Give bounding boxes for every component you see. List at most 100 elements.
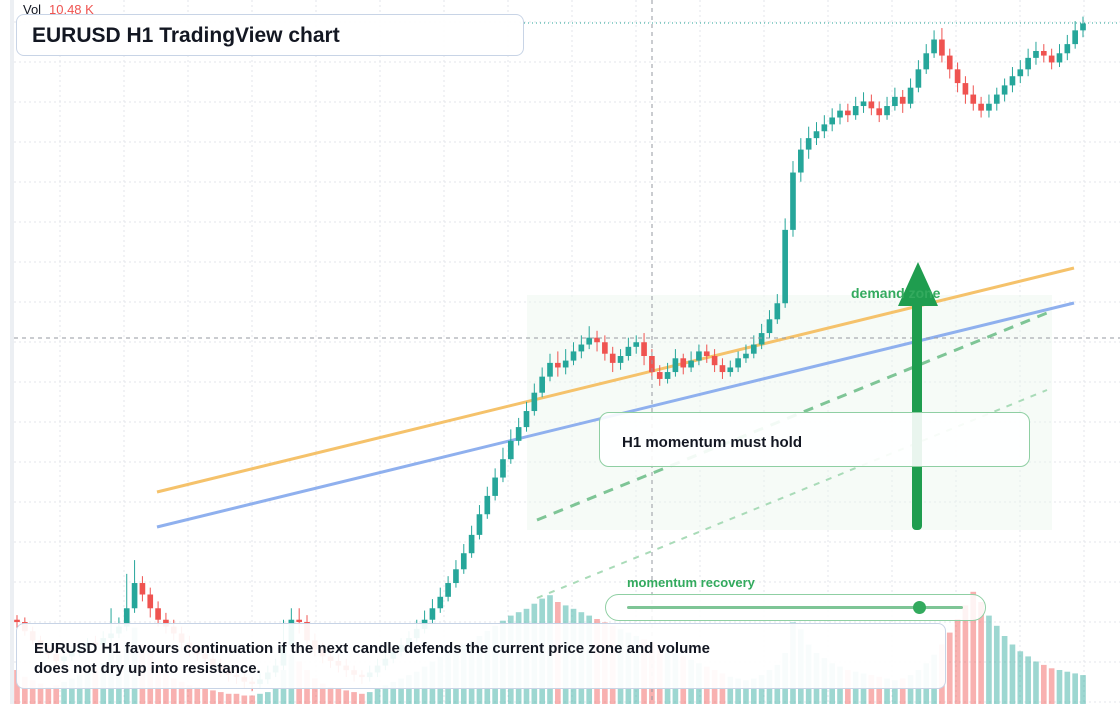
candle-body <box>845 110 851 116</box>
volume-bar <box>978 602 984 704</box>
volume-bar <box>954 619 961 704</box>
volume-bar <box>907 675 914 704</box>
candle-body <box>429 608 436 620</box>
volume-bar <box>343 690 350 704</box>
candle-body <box>829 117 835 125</box>
volume-bar <box>69 678 75 704</box>
slider-knob-icon[interactable] <box>913 601 927 614</box>
volume-bar <box>14 670 20 704</box>
candle-body <box>672 358 679 373</box>
candle-body <box>892 96 898 107</box>
volume-bar <box>390 681 397 704</box>
candle-body <box>547 362 553 377</box>
candle-body <box>484 495 491 515</box>
volume-bar <box>53 685 60 704</box>
volume-bar <box>406 675 412 704</box>
candle-body <box>719 365 726 373</box>
volume-bar <box>1009 644 1016 704</box>
volume-bar <box>202 688 208 704</box>
volume-bar <box>359 693 365 704</box>
volume-bar <box>265 692 271 704</box>
slider-track <box>627 606 963 609</box>
volume-bar <box>876 676 883 704</box>
candle-body <box>664 372 671 379</box>
candle-body <box>453 569 459 584</box>
candle-body <box>1048 55 1055 63</box>
candle-body <box>868 101 875 109</box>
candle-body <box>445 583 451 597</box>
candle-body <box>774 303 781 320</box>
candle-body <box>147 594 154 609</box>
candle-body <box>594 337 600 343</box>
volume-bar <box>1017 651 1024 704</box>
candle-body <box>609 353 616 363</box>
volume-bar <box>1056 670 1063 704</box>
volume-bar <box>194 687 201 704</box>
volume-bar <box>962 605 969 704</box>
candle-body <box>899 96 906 104</box>
volume-bar <box>241 695 248 704</box>
candle-body <box>1001 85 1008 95</box>
volume-bar <box>210 690 216 704</box>
candle-body <box>931 39 937 54</box>
demand-zone-label: demand zone <box>851 285 941 301</box>
candle-body <box>821 124 828 132</box>
volume-bar <box>727 676 734 704</box>
volume-bar <box>750 678 757 704</box>
candle-body <box>570 351 577 361</box>
candle-body <box>507 440 514 460</box>
candle-body <box>750 344 757 354</box>
candle-body <box>1033 50 1039 58</box>
candle-body <box>523 411 530 428</box>
candle-body <box>805 138 812 150</box>
volume-bar <box>1048 668 1055 704</box>
volume-bar <box>178 681 185 704</box>
volume-bar <box>892 680 898 704</box>
volume-bar <box>1033 661 1039 704</box>
candle-body <box>492 477 498 496</box>
volume-bar <box>1064 671 1071 704</box>
summary-box: EURUSD H1 favours continuation if the ne… <box>16 623 946 689</box>
candle-body <box>633 342 640 347</box>
volume-bar <box>1025 656 1031 704</box>
candle-body <box>688 360 694 368</box>
momentum-label: momentum recovery <box>627 575 755 590</box>
candle-body <box>923 53 930 70</box>
candle-body <box>555 362 561 368</box>
momentum-slider[interactable] <box>605 594 986 621</box>
candle-body <box>970 94 977 104</box>
candle-body <box>813 131 820 139</box>
candle-body <box>962 83 969 95</box>
volume-bar <box>970 591 977 704</box>
volume-bar <box>868 675 875 704</box>
candle-body <box>562 360 569 368</box>
candle-body <box>1025 57 1031 70</box>
candle-body <box>743 353 749 359</box>
candle-body <box>758 333 765 345</box>
volume-bar <box>335 688 342 704</box>
candle-body <box>602 342 608 354</box>
volume-bar <box>312 678 318 704</box>
candle-body <box>798 149 804 173</box>
candle-body <box>946 55 953 70</box>
volume-bar <box>946 632 953 704</box>
candle-body <box>986 103 992 111</box>
candle-body <box>876 108 883 116</box>
volume-bar <box>29 680 36 704</box>
candle-body <box>1009 76 1016 86</box>
summary-text: EURUSD H1 favours continuation if the ne… <box>34 640 710 677</box>
volume-bar <box>249 695 255 704</box>
candle-body <box>476 514 483 535</box>
volume-bar <box>758 675 765 704</box>
volume-bar <box>45 687 52 704</box>
candle-body <box>123 608 130 627</box>
momentum-callout: H1 momentum must hold <box>599 412 1030 467</box>
volume-bar <box>884 678 890 704</box>
candle-body <box>915 69 922 88</box>
candle-body <box>993 94 1000 104</box>
candle-body <box>296 619 302 623</box>
volume-value: 10.48 K <box>49 2 94 17</box>
volume-bar <box>272 688 279 704</box>
candle-body <box>884 106 890 116</box>
candle-body <box>711 356 718 366</box>
